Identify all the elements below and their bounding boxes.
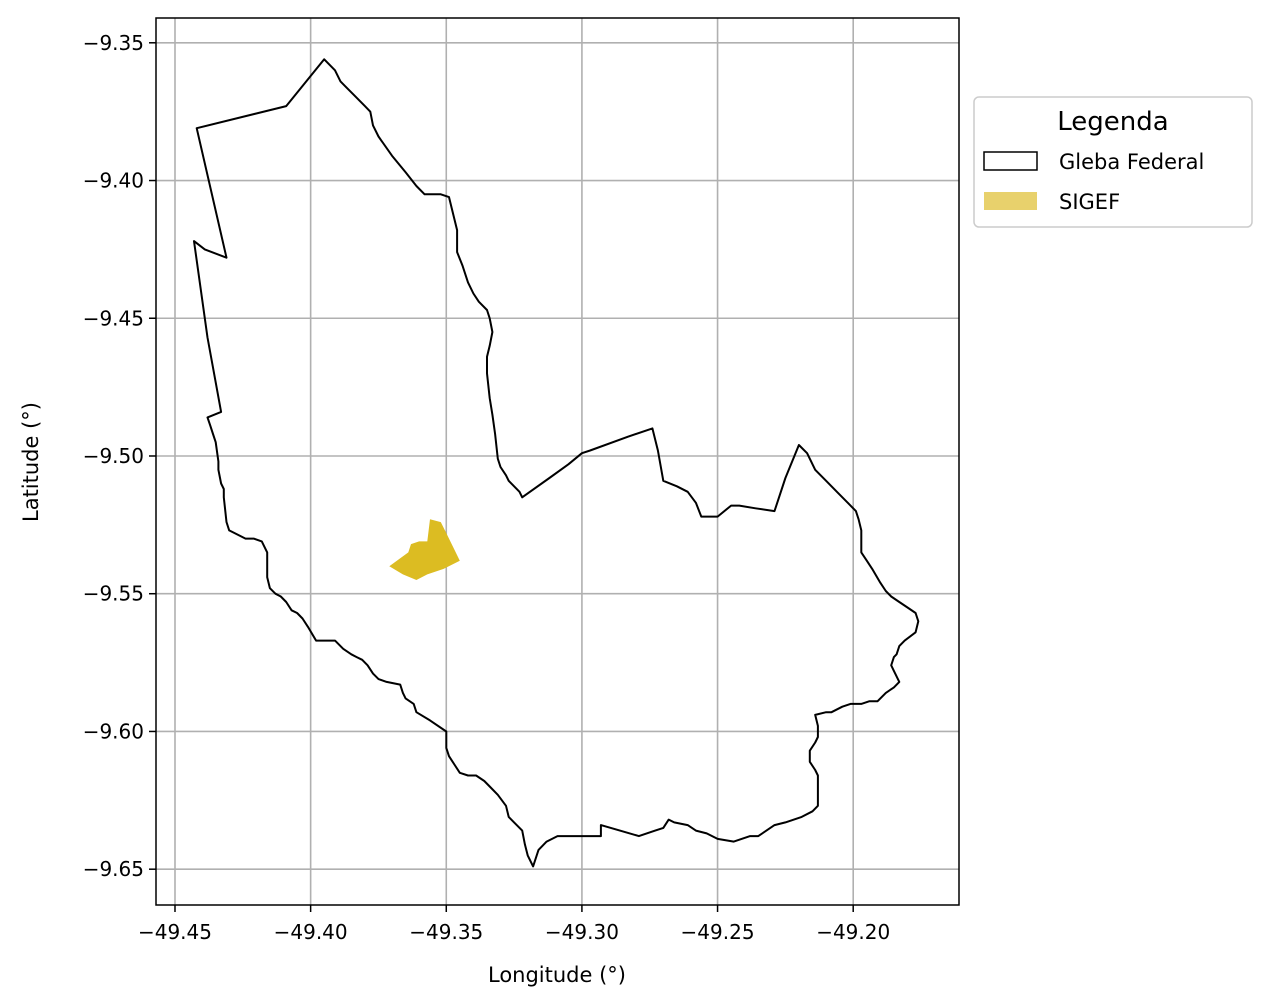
legend-box bbox=[973, 96, 1253, 228]
y-tick-label: −9.55 bbox=[83, 582, 144, 606]
polygon-sigef bbox=[389, 519, 460, 580]
x-tick-label: −49.25 bbox=[681, 920, 755, 944]
legend-swatch-sigef bbox=[984, 192, 1037, 210]
legend: Legenda Gleba Federal SIGEF bbox=[973, 96, 1253, 228]
x-tick-label: −49.30 bbox=[545, 920, 619, 944]
y-axis-label: Latitude (°) bbox=[19, 402, 43, 522]
grid-lines bbox=[156, 18, 959, 905]
plot-area-background bbox=[156, 18, 959, 905]
plot-frame bbox=[155, 17, 960, 906]
map-layers bbox=[193, 58, 920, 868]
x-tick-label: −49.40 bbox=[274, 920, 348, 944]
legend-label-gleba-federal: Gleba Federal bbox=[1059, 150, 1204, 174]
y-tick-label: −9.60 bbox=[83, 719, 144, 743]
legend-swatch-gleba-federal bbox=[983, 151, 1038, 171]
y-tick-label: −9.65 bbox=[83, 857, 144, 881]
legend-label-sigef: SIGEF bbox=[1059, 190, 1120, 214]
y-tick-label: −9.45 bbox=[83, 306, 144, 330]
polygon-gleba-federal bbox=[193, 58, 920, 868]
x-tick-label: −49.45 bbox=[138, 920, 212, 944]
x-axis-ticks: −49.45 −49.40 −49.35 −49.30 −49.25 −49.20 bbox=[138, 905, 890, 944]
x-axis-label: Longitude (°) bbox=[488, 963, 626, 987]
y-axis-ticks: −9.35 −9.40 −9.45 −9.50 −9.55 −9.60 −9.65 bbox=[83, 31, 156, 881]
legend-title: Legenda bbox=[1057, 107, 1168, 137]
y-tick-label: −9.35 bbox=[83, 31, 144, 55]
x-tick-label: −49.35 bbox=[409, 920, 483, 944]
x-tick-label: −49.20 bbox=[816, 920, 890, 944]
y-tick-label: −9.50 bbox=[83, 444, 144, 468]
y-tick-label: −9.40 bbox=[83, 169, 144, 193]
